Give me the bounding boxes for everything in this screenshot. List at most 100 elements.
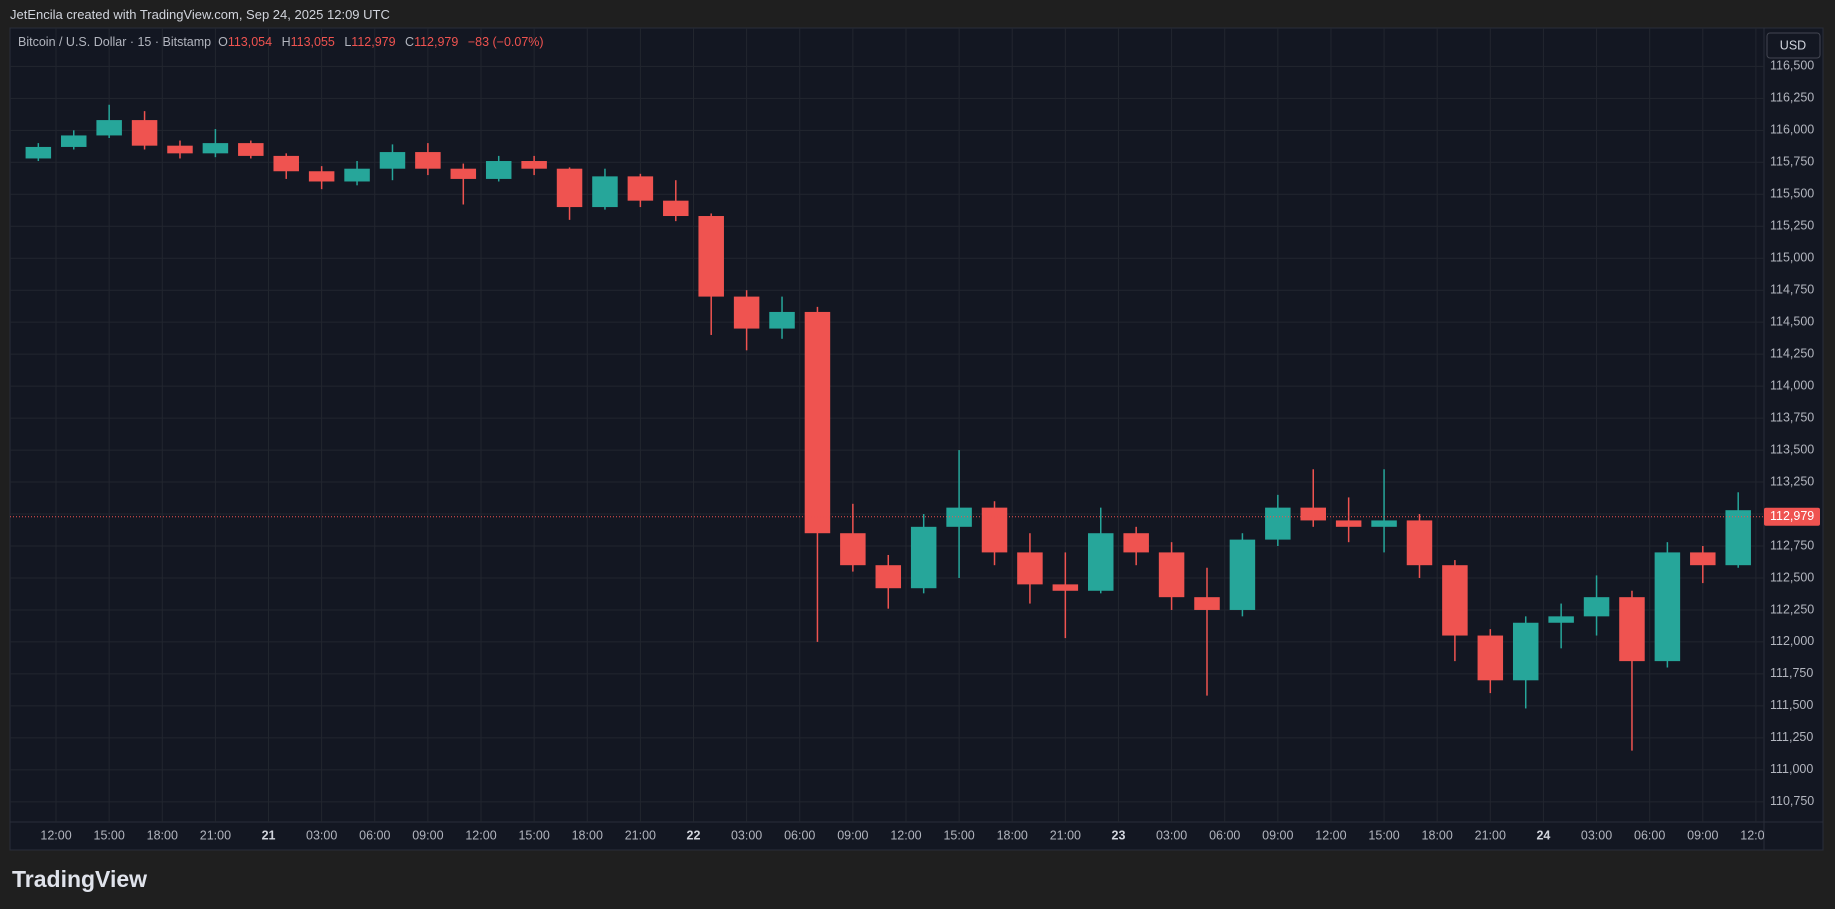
y-tick-label: 115,750 — [1770, 155, 1814, 169]
change: −83 (−0.07%) — [467, 35, 544, 49]
candle-body — [485, 161, 512, 179]
candle-body — [1690, 552, 1716, 566]
x-tick-label: 24 — [1536, 828, 1550, 842]
candle-body — [1017, 552, 1043, 585]
x-tick-label: 18:00 — [997, 828, 1028, 842]
x-tick-label: 21:00 — [200, 828, 231, 842]
candle-body — [1265, 507, 1291, 540]
candle-body — [1229, 539, 1256, 610]
candle-body — [1335, 520, 1362, 527]
x-tick-label: 06:00 — [1209, 828, 1240, 842]
legend-value: 113,054 — [227, 35, 273, 49]
x-tick-label: 12:00 — [465, 828, 496, 842]
x-tick-label: 22 — [687, 828, 701, 842]
y-tick-label: 116,500 — [1770, 59, 1814, 73]
candle-body — [60, 135, 87, 147]
y-tick-label: 112,250 — [1770, 602, 1814, 616]
y-tick-label: 111,750 — [1770, 666, 1813, 680]
x-tick-label: 18:00 — [1422, 828, 1453, 842]
candle-body — [1123, 533, 1149, 553]
y-tick-label: 113,750 — [1770, 410, 1814, 424]
candle-body — [840, 533, 866, 566]
candle-body — [946, 507, 972, 527]
candle-body — [1512, 622, 1539, 681]
legend: Bitcoin / U.S. Dollar · 15 · Bitstamp O1… — [18, 35, 550, 49]
y-tick-label: 114,250 — [1770, 346, 1814, 360]
candle-body — [1654, 552, 1681, 662]
y-tick-label: 113,250 — [1770, 474, 1814, 488]
candle-body — [592, 176, 618, 208]
y-tick-label: 112,750 — [1770, 538, 1814, 552]
x-tick-label: 03:00 — [1156, 828, 1187, 842]
x-tick-label: 15:00 — [518, 828, 549, 842]
currency-label[interactable]: USD — [1780, 38, 1806, 52]
y-tick-label: 111,000 — [1770, 762, 1813, 776]
candle-body — [663, 200, 689, 217]
candles — [10, 104, 1763, 751]
x-tick-label: 06:00 — [359, 828, 390, 842]
symbol: Bitcoin / U.S. Dollar · 15 · Bitstamp — [18, 35, 212, 49]
candle-body — [1477, 635, 1504, 681]
candle-body — [733, 296, 760, 329]
y-tick-label: 114,750 — [1770, 282, 1814, 296]
candle-body — [273, 155, 299, 172]
candle-body — [981, 507, 1008, 553]
y-tick-label: 115,250 — [1770, 219, 1814, 233]
candle-body — [910, 526, 937, 589]
candle-body — [875, 565, 902, 589]
y-tick-label: 111,500 — [1770, 698, 1813, 712]
candle-body — [627, 176, 654, 201]
y-tick-label: 116,000 — [1770, 123, 1814, 137]
candle-body — [25, 146, 52, 159]
candle-body — [379, 152, 406, 169]
x-tick-label: 09:00 — [412, 828, 443, 842]
y-tick-label: 110,750 — [1770, 794, 1814, 808]
x-tick-label: 15:00 — [1368, 828, 1399, 842]
candle-body — [415, 152, 441, 169]
y-tick-label: 111,250 — [1770, 730, 1813, 744]
y-tick-label: 115,000 — [1770, 251, 1814, 265]
candle-body — [1194, 597, 1220, 610]
legend-key: O — [218, 35, 228, 49]
candle-body — [1619, 597, 1645, 662]
x-tick-label: 06:00 — [1634, 828, 1665, 842]
legend-key: L — [344, 35, 352, 49]
candle-body — [521, 161, 547, 169]
candle-body — [1088, 533, 1114, 591]
x-tick-label: 09:00 — [1262, 828, 1293, 842]
x-tick-label: 21:00 — [1475, 828, 1506, 842]
candle-body — [238, 143, 264, 156]
last-price-tag — [1764, 507, 1820, 526]
time-axis: 12:00 15:00 18:00 21:00 21 03:00 06:00 09:00 12:… — [40, 828, 1771, 842]
x-tick-label: 21 — [262, 828, 276, 842]
y-tick-label: 113,500 — [1770, 442, 1814, 456]
brand-logo[interactable]: TradingView — [12, 866, 148, 892]
candle-body — [202, 143, 229, 154]
x-tick-label: 21:00 — [625, 828, 656, 842]
candle-body — [556, 168, 583, 208]
candle-body — [1158, 552, 1185, 598]
legend-value: 112,979 — [414, 35, 459, 49]
chart-frame — [9, 27, 1824, 851]
currency-button[interactable] — [1766, 32, 1821, 59]
y-tick-label: 112,000 — [1770, 634, 1814, 648]
x-tick-label: 06:00 — [784, 828, 815, 842]
x-tick-label: 18:00 — [572, 828, 603, 842]
candle-body — [1052, 584, 1079, 591]
x-tick-label: 12:00 — [40, 828, 71, 842]
candle-body — [167, 145, 193, 154]
candle-body — [1300, 507, 1326, 521]
candle-body — [804, 311, 831, 534]
x-tick-label: 09:00 — [837, 828, 868, 842]
x-tick-label: 03:00 — [731, 828, 762, 842]
x-tick-label: 21:00 — [1050, 828, 1081, 842]
candle-body — [1583, 597, 1610, 617]
x-tick-label: 18:00 — [147, 828, 178, 842]
y-tick-label: 114,500 — [1770, 314, 1814, 328]
x-tick-label: 12:00 — [1740, 828, 1771, 842]
candle-body — [1548, 616, 1574, 623]
candle-body — [131, 120, 158, 146]
x-tick-label: 09:00 — [1687, 828, 1718, 842]
